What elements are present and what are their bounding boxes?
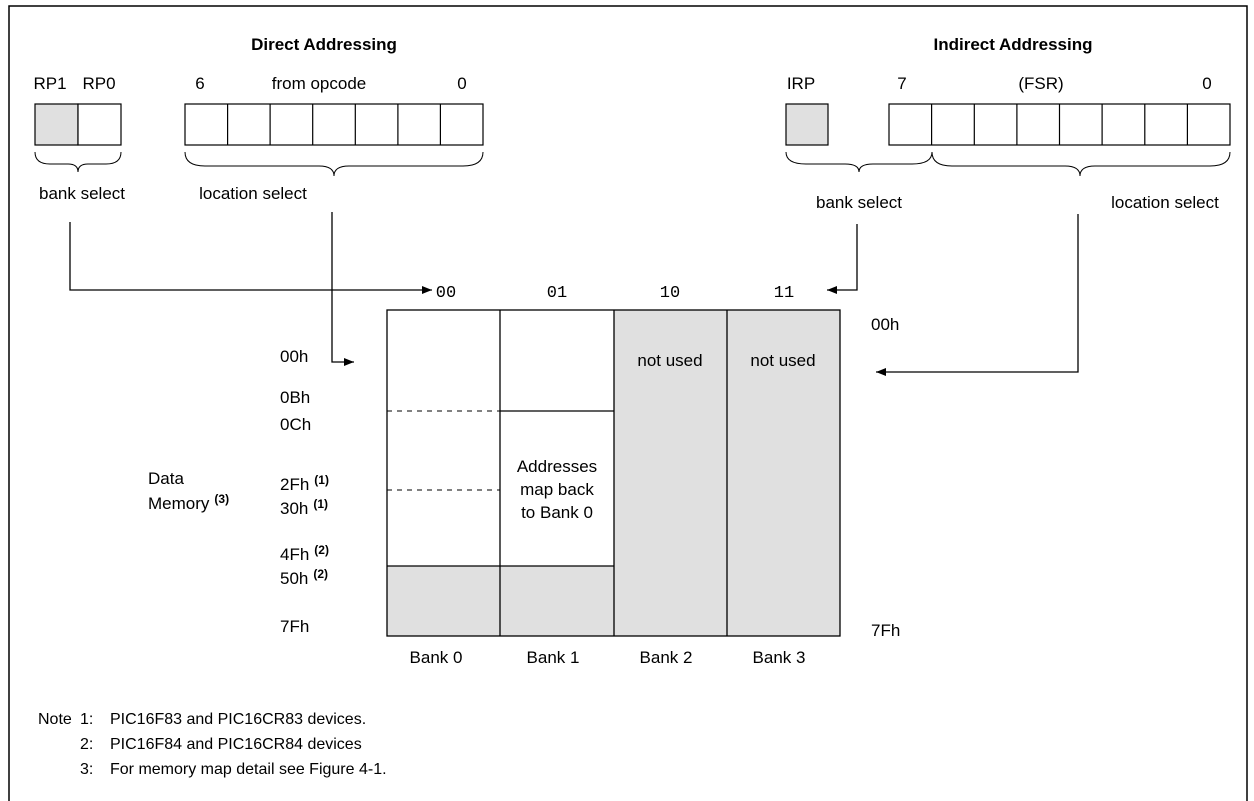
bank2-not-used: not used (637, 351, 702, 370)
bank-code-00: 00 (436, 284, 456, 303)
memory-map: not used not used Addresses map back to … (386, 309, 841, 637)
indirect-bit-lo: 0 (1202, 74, 1211, 93)
direct-bank-select-label: bank select (39, 184, 125, 203)
bank0-label: Bank 0 (410, 648, 463, 667)
bank3-label: Bank 3 (753, 648, 806, 667)
indirect-location-select-label: location select (1111, 193, 1219, 212)
bank-dividers (499, 310, 728, 636)
bank3-not-used: not used (750, 351, 815, 370)
right-address-7fh: 7Fh (871, 621, 900, 640)
address-30h: 30h (1) (280, 497, 328, 518)
rp1-label: RP1 (33, 74, 66, 93)
bank-code-11: 11 (774, 284, 794, 303)
fsr-bit-dividers (931, 104, 1188, 145)
indirect-location-brace (931, 151, 1231, 177)
notes: Note 1: PIC16F83 and PIC16CR83 devices. … (38, 711, 387, 778)
address-00h: 00h (280, 347, 308, 366)
indirect-bank-select-arrow (827, 224, 858, 294)
note-1-number: 1: (80, 711, 93, 728)
bank1-mapped-line3: to Bank 0 (521, 503, 593, 522)
irp-label: IRP (787, 74, 815, 93)
indirect-bit-hi: 7 (897, 74, 906, 93)
indirect-location-select-arrow (876, 214, 1079, 376)
address-7fh: 7Fh (280, 617, 309, 636)
opcode-bit-dividers (227, 104, 441, 145)
address-4fh: 4Fh (2) (280, 543, 329, 564)
rp0-label: RP0 (82, 74, 115, 93)
bank2-label: Bank 2 (640, 648, 693, 667)
indirect-bank-brace (785, 151, 933, 173)
bank1-mapped-line2: map back (520, 480, 594, 499)
opcode-bits-box (184, 103, 484, 146)
bank-code-01: 01 (547, 284, 567, 303)
note-3-number: 3: (80, 761, 93, 778)
note-2-text: PIC16F84 and PIC16CR84 devices (110, 736, 362, 753)
direct-opcode-register (184, 103, 484, 146)
bank1-mapped-line1: Addresses (517, 457, 597, 476)
rp0-bit-cell (77, 103, 122, 146)
direct-bank-brace (34, 151, 122, 173)
direct-location-select-label: location select (199, 184, 307, 203)
bank3-fill (727, 310, 840, 636)
bank-code-10: 10 (660, 284, 680, 303)
bank1-fill (500, 310, 614, 566)
note-2-number: 2: (80, 736, 93, 753)
bank1-unimplemented (500, 566, 614, 636)
rp1-bit-cell (34, 103, 79, 146)
bank2-fill (614, 310, 727, 636)
note-prefix: Note (38, 711, 72, 728)
direct-location-select-arrow (331, 212, 354, 366)
address-2fh: 2Fh (1) (280, 473, 329, 494)
fsr-register (888, 103, 1231, 146)
direct-bit-hi: 6 (195, 74, 204, 93)
address-0ch: 0Ch (280, 415, 311, 434)
indirect-bank-select-label: bank select (816, 193, 902, 212)
right-address-00h: 00h (871, 315, 899, 334)
direct-bit-lo: 0 (457, 74, 466, 93)
address-50h: 50h (2) (280, 567, 328, 588)
bank0-unimplemented (387, 566, 500, 636)
bank1-label: Bank 1 (527, 648, 580, 667)
indirect-addressing-title: Indirect Addressing (933, 35, 1092, 54)
note-1-text: PIC16F83 and PIC16CR83 devices. (110, 711, 366, 728)
direct-location-brace (184, 151, 484, 177)
bank0-fill (387, 310, 500, 566)
data-memory-line2: Memory (3) (148, 492, 229, 513)
address-0bh: 0Bh (280, 388, 310, 407)
data-memory-line1: Data (148, 469, 184, 488)
direct-bank-select-arrow (69, 222, 432, 294)
direct-addressing-title: Direct Addressing (251, 35, 397, 54)
irp-bit-cell (785, 103, 829, 146)
figure-frame (8, 5, 1248, 801)
direct-bit-label: from opcode (272, 74, 367, 93)
indirect-bit-label: (FSR) (1018, 74, 1063, 93)
note-3-text: For memory map detail see Figure 4-1. (110, 761, 387, 778)
